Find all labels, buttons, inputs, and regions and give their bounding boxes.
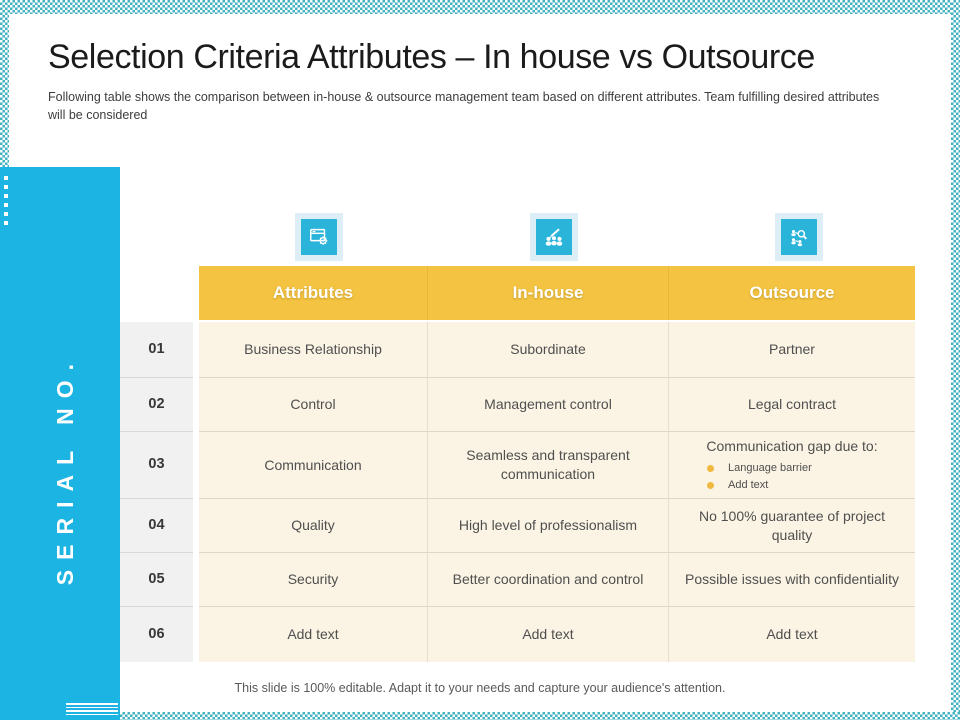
serial-cell: 03 [120,432,193,499]
serial-cell: 01 [120,322,193,378]
border-bottom [0,712,960,720]
bullet-dot [707,481,714,489]
table-row: 05 Security Better coordination and cont… [120,553,915,607]
table-header-row: Attributes In-house Outsource [199,266,915,320]
editable-note: This slide is 100% editable. Adapt it to… [234,681,726,695]
inhouse-cell: High level of professionalism [427,499,668,553]
page-title: Selection Criteria Attributes – In house… [48,38,815,76]
sidebar-dots-decoration [4,176,8,230]
bullet-item: Add text [707,478,915,493]
outsource-bullet-list: Language barrier Add text [669,459,915,493]
attribute-cell: Quality [199,499,427,553]
inhouse-cell: Better coordination and control [427,553,668,607]
table-body: 01 Business Relationship Subordinate Par… [120,322,915,662]
inhouse-column-icon-box [530,213,578,261]
table-row: 03 Communication Seamless and transparen… [120,432,915,499]
inhouse-cell: Add text [427,607,668,662]
serial-sidebar: SERIAL NO. [0,167,120,720]
outsource-cell: Legal contract [668,378,915,432]
outsource-cell: Communication gap due to: Language barri… [668,432,915,499]
serial-cell: 04 [120,499,193,553]
outsource-column-icon-box [775,213,823,261]
outsource-cell: No 100% guarantee of project quality [668,499,915,553]
attribute-cell: Add text [199,607,427,662]
attributes-column-icon-box [295,213,343,261]
serial-cell: 06 [120,607,193,662]
table-row: 04 Quality High level of professionalism… [120,499,915,553]
table-row: 01 Business Relationship Subordinate Par… [120,322,915,378]
outsource-cell-heading: Communication gap due to: [706,438,878,455]
sidebar-lines-decoration [66,701,118,715]
serial-cell: 02 [120,378,193,432]
border-top [0,0,960,14]
bullet-dot [707,465,714,473]
attribute-cell: Communication [199,432,427,499]
inhouse-cell: Subordinate [427,322,668,378]
page-subtitle: Following table shows the comparison bet… [48,90,880,123]
inhouse-cell: Seamless and transparent communication [427,432,668,499]
inhouse-cell: Management control [427,378,668,432]
column-header-outsource: Outsource [668,266,915,320]
border-right [951,0,960,720]
column-header-attributes: Attributes [272,283,354,302]
window-gear-icon [301,219,337,255]
outsource-cell: Add text [668,607,915,662]
attribute-cell: Business Relationship [199,322,427,378]
sidebar-label: SERIAL NO. [51,353,78,586]
serial-cell: 05 [120,553,193,607]
table-row: 06 Add text Add text Add text [120,607,915,662]
attribute-cell: Control [199,378,427,432]
bullet-item: Language barrier [707,461,915,476]
outsource-cell: Possible issues with confidentiality [668,553,915,607]
attribute-cell: Security [199,553,427,607]
column-header-inhouse: In-house [427,266,668,320]
outsource-cell: Partner [668,322,915,378]
table-row: 02 Control Management control Legal cont… [120,378,915,432]
org-search-icon [781,219,817,255]
team-pencil-icon [536,219,572,255]
